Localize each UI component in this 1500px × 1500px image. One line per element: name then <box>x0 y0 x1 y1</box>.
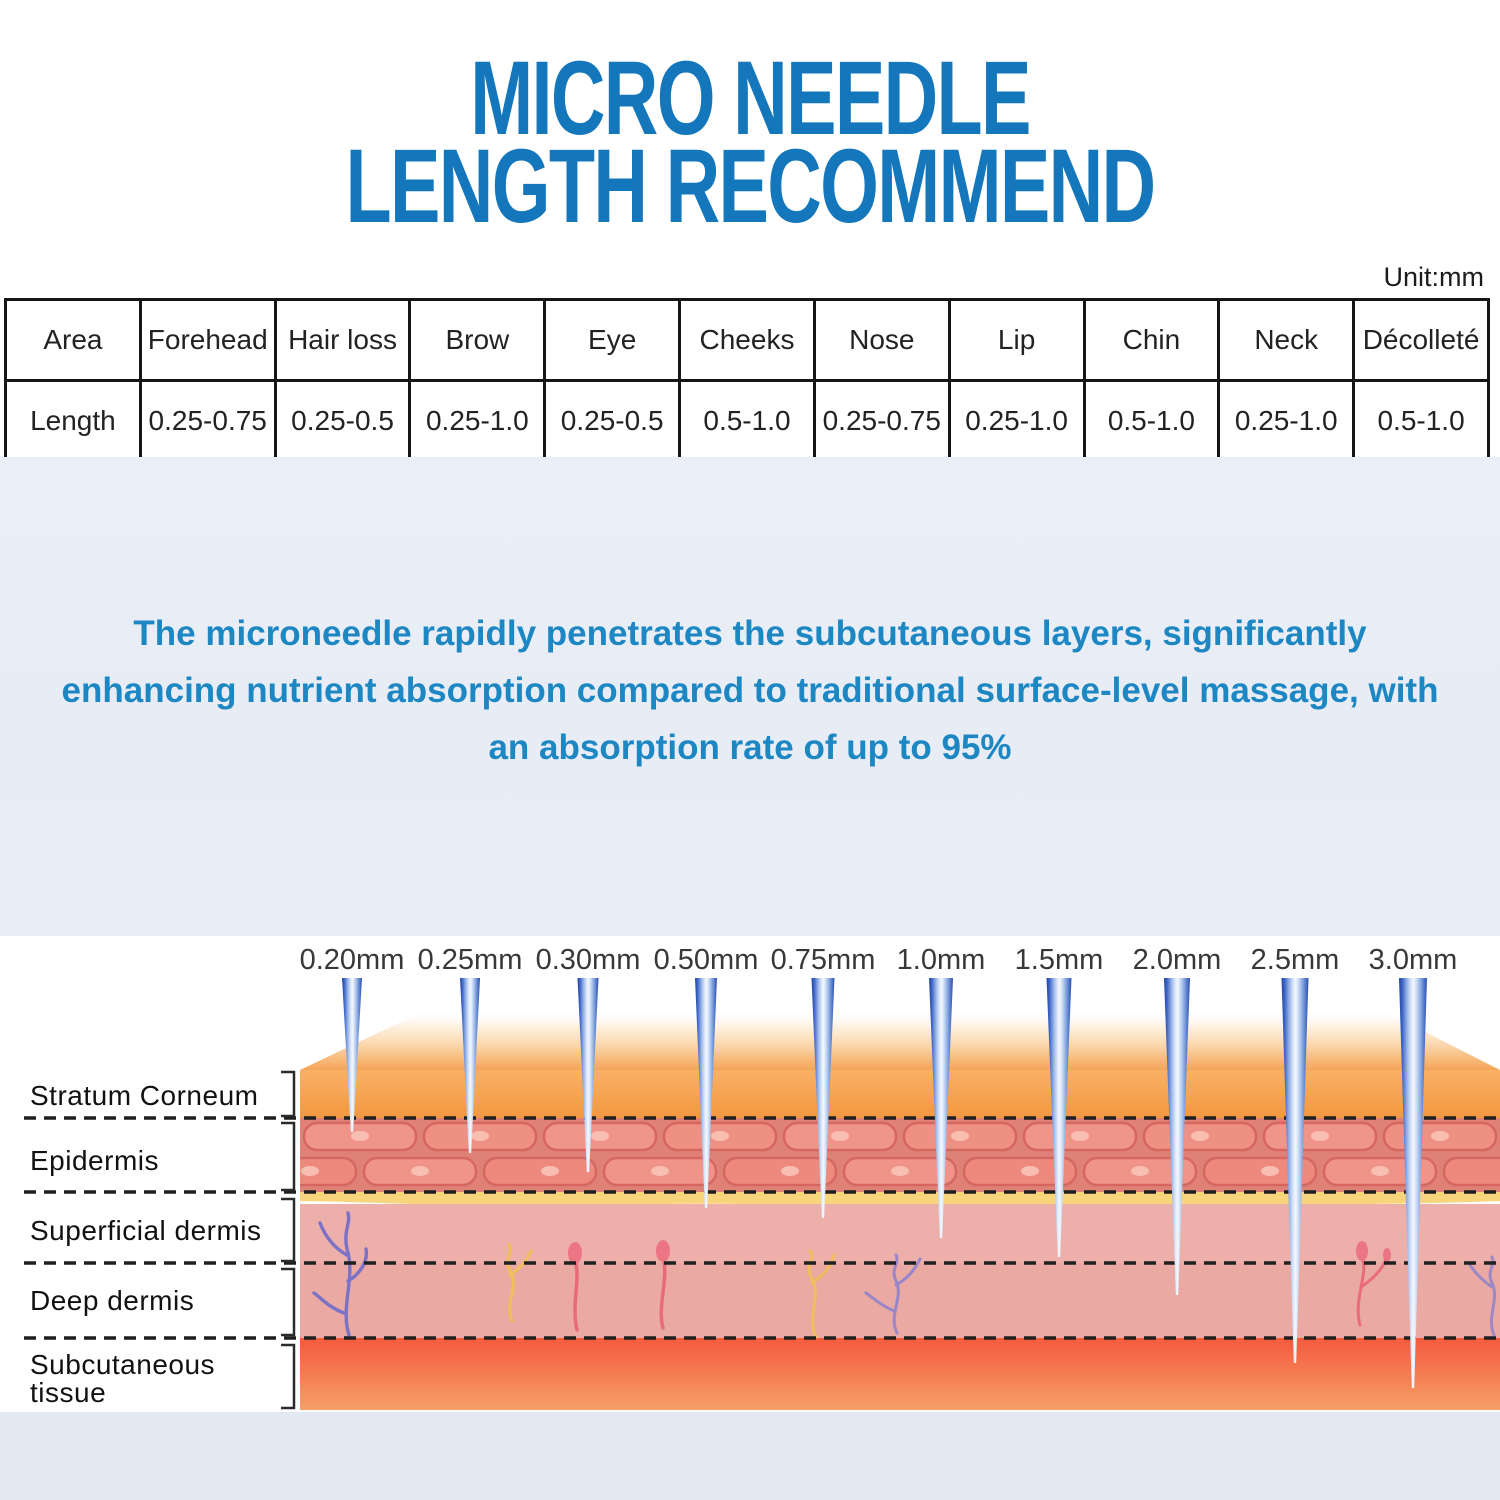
description-line-2: enhancing nutrient absorption compared t… <box>61 671 1439 710</box>
skin-block <box>300 1008 1500 1410</box>
subcutaneous-layer <box>300 1338 1500 1410</box>
description-line-3: an absorption rate of up to 95% <box>488 728 1012 767</box>
deep-dermis-layer <box>300 1263 1500 1338</box>
recommendation-table-body: Area Forehead Hair loss Brow Eye Cheeks Nose Li… <box>4 298 1490 463</box>
needle: 0.30mm <box>536 944 641 1172</box>
nerve-yellow-1 <box>506 1243 533 1323</box>
footer-strip <box>0 1412 1500 1500</box>
epidermis-cells-texture <box>300 1118 1500 1192</box>
needle-length-label: 3.0mm <box>1369 944 1458 976</box>
title-line-1: MICRO NEEDLE <box>470 41 1031 158</box>
needle-body <box>577 978 599 1172</box>
layer-bracket <box>281 1343 296 1410</box>
title-line-2: LENGTH RECOMMEND <box>345 129 1157 246</box>
skin-top-face <box>300 1008 1500 1070</box>
needle-body <box>929 978 953 1238</box>
needle-length-label: 0.50mm <box>654 944 759 976</box>
unit-label: Unit:mm <box>1383 262 1485 292</box>
needle-body <box>1281 978 1309 1363</box>
needle-length-label: 2.5mm <box>1251 944 1340 976</box>
skin-diagram: 0.20mm 0.25mm 0.30mm 0.50mm 0.75mm 1.0mm 1.5mm… <box>0 944 1500 1500</box>
layer-label: Stratum Corneum <box>30 1080 258 1111</box>
needle-length-label: 0.25mm <box>418 944 523 976</box>
needle-length-label: 1.5mm <box>1015 944 1104 976</box>
table-value-cell: 0.5-1.0 <box>1352 379 1490 463</box>
table-header-cell: Hair loss <box>273 298 412 382</box>
table-value-cell: 0.5-1.0 <box>678 379 816 463</box>
needle-length-label: 1.0mm <box>897 944 986 976</box>
table-value-row: Length 0.25-0.75 0.25-0.5 0.25-1.0 0.25-0.5 0… <box>4 379 1490 463</box>
description-text: The microneedle rapidly penetrates the s… <box>0 605 1500 776</box>
table-header-cell: Chin <box>1082 298 1221 382</box>
needle: 0.20mm <box>300 944 405 1132</box>
table-header-cell: Brow <box>408 298 547 382</box>
table-header-cell: Area <box>4 298 142 382</box>
needle: 2.0mm <box>1133 944 1222 1295</box>
table-value-cell: 0.25-0.5 <box>543 379 682 463</box>
stratum-corneum-layer <box>300 1070 1500 1118</box>
table-header-cell: Cheeks <box>678 298 816 382</box>
table-value-cell: 0.25-0.75 <box>138 379 277 463</box>
layer-label: tissue <box>30 1377 106 1408</box>
needle-length-label: 0.75mm <box>771 944 876 976</box>
layer-bracket <box>281 1267 296 1337</box>
basement-membrane-band <box>300 1192 1500 1206</box>
needle: 0.25mm <box>418 944 523 1153</box>
layer-bracket <box>281 1197 296 1263</box>
needle: 1.0mm <box>897 944 986 1238</box>
description-line-1: The microneedle rapidly penetrates the s… <box>133 614 1367 653</box>
needle: 2.5mm <box>1251 944 1340 1363</box>
superficial-dermis-layer <box>300 1204 1500 1263</box>
needle-length-label: 0.20mm <box>300 944 405 976</box>
needle-body <box>695 978 717 1208</box>
needle-body <box>460 978 480 1153</box>
table-header-cell: Nose <box>812 298 951 382</box>
blood-vessel-purple-mid <box>864 1253 922 1335</box>
layer-labels: Stratum Corneum Epidermis Superficial derm… <box>30 1080 262 1408</box>
table-value-cell: 0.5-1.0 <box>1082 379 1221 463</box>
layer-bracket <box>281 1070 296 1118</box>
needle: 0.50mm <box>654 944 759 1208</box>
table-header-cell: Eye <box>543 298 682 382</box>
table-value-cell: 0.25-1.0 <box>408 379 547 463</box>
table-header-cell: Neck <box>1217 298 1356 382</box>
layer-boundary-lines <box>24 1116 1500 1340</box>
page-title: MICRO NEEDLE LENGTH RECOMMEND <box>120 41 1380 246</box>
blood-vessel-purple-left <box>312 1211 369 1337</box>
needle-body <box>1164 978 1190 1295</box>
table-header-row: Area Forehead Hair loss Brow Eye Cheeks Nose Li… <box>4 298 1490 382</box>
needle-body <box>342 978 362 1132</box>
needle-body <box>1399 978 1427 1388</box>
table-value-cell: Length <box>4 379 142 463</box>
needles: 0.20mm 0.25mm 0.30mm 0.50mm 0.75mm 1.0mm 1.5mm… <box>300 944 1458 1388</box>
table-header-cell: Décolleté <box>1352 298 1490 382</box>
nerve-yellow-2 <box>807 1249 836 1339</box>
table-value-cell: 0.25-1.0 <box>947 379 1086 463</box>
table-header-cell: Forehead <box>138 298 277 382</box>
table-value-cell: 0.25-1.0 <box>1217 379 1356 463</box>
layer-label: Deep dermis <box>30 1285 194 1316</box>
needle: 3.0mm <box>1369 944 1458 1388</box>
description-section: The microneedle rapidly penetrates the s… <box>0 457 1500 936</box>
receptor-pink-right <box>1356 1241 1391 1327</box>
table-value-cell: 0.25-0.75 <box>812 379 951 463</box>
needle: 1.5mm <box>1015 944 1104 1257</box>
recommendation-table: Area Forehead Hair loss Brow Eye Cheeks Nose Li… <box>4 298 1490 463</box>
layer-brackets <box>281 1070 296 1410</box>
needle-length-label: 0.30mm <box>536 944 641 976</box>
needle: 0.75mm <box>771 944 876 1218</box>
needle-length-label: 2.0mm <box>1133 944 1222 976</box>
layer-label: Subcutaneous <box>30 1349 215 1380</box>
needle-body <box>1046 978 1072 1257</box>
layer-label: Epidermis <box>30 1145 159 1176</box>
needle-body <box>811 978 835 1218</box>
table-header-cell: Lip <box>947 298 1086 382</box>
table-value-cell: 0.25-0.5 <box>273 379 412 463</box>
layer-bracket <box>281 1121 296 1192</box>
layer-label: Superficial dermis <box>30 1215 262 1246</box>
